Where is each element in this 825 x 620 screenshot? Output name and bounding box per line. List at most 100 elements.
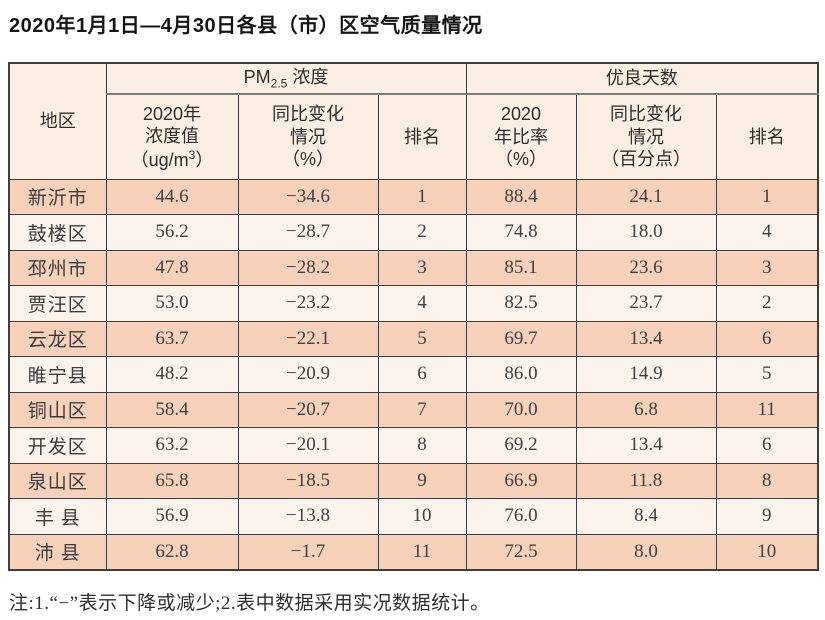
header-pm-value: 2020年 浓度值 （ug/m3） [105, 93, 239, 180]
days-rank-cell: 1 [715, 178, 819, 215]
pm-rank-cell: 8 [377, 427, 467, 464]
ratio-change-cell: 8.4 [575, 498, 717, 535]
pm-change-cell: −20.9 [237, 356, 379, 393]
days-rank-cell: 4 [715, 214, 819, 251]
header-region: 地区 [8, 62, 107, 180]
header-group-row: 地区 PM2.5 浓度 优良天数 [8, 62, 819, 180]
days-rank-cell: 3 [715, 249, 819, 286]
region-cell: 丰 县 [8, 498, 107, 535]
ratio-change-cell: 14.9 [575, 356, 717, 393]
pm-label: PM [243, 66, 271, 87]
ratio-change-cell: 23.6 [575, 249, 717, 286]
pm-rank-cell: 3 [377, 249, 467, 286]
pm-rank-cell: 4 [377, 285, 467, 322]
ratio-cell: 88.4 [465, 178, 577, 215]
pm-subscript: 2.5 [270, 76, 288, 91]
ratio-change-cell: 18.0 [575, 214, 717, 251]
header-ratio-change-line2: 情况 [628, 126, 665, 147]
pm-rank-cell: 1 [377, 178, 467, 215]
header-pm-change: 同比变化 情况 （%） [237, 93, 379, 180]
days-rank-cell: 11 [715, 391, 819, 428]
region-cell: 贾汪区 [8, 285, 107, 322]
pm-value-cell: 63.2 [105, 427, 239, 464]
region-cell: 泉山区 [8, 462, 107, 499]
pm-value-cell: 47.8 [105, 249, 239, 286]
ratio-change-cell: 13.4 [575, 320, 717, 357]
header-pm-change-line3: （%） [281, 149, 334, 169]
header-ratio-change-line3: （百分点） [601, 149, 692, 169]
header-days-rank: 排名 [715, 93, 819, 180]
ratio-cell: 82.5 [465, 285, 577, 322]
pm-rank-cell: 6 [377, 356, 467, 393]
header-pm-value-unit: （ug/m [130, 149, 189, 170]
header-ratio-line3: （%） [495, 149, 548, 169]
table-row: 丰 县 56.9 −13.8 10 76.0 8.4 9 [8, 498, 819, 535]
days-rank-cell: 2 [715, 285, 819, 322]
header-ratio: 2020 年比率 （%） [465, 93, 577, 180]
pm-rank-cell: 5 [377, 320, 467, 357]
table-row: 开发区 63.2 −20.1 8 69.2 13.4 6 [8, 427, 819, 464]
pm-change-cell: −20.1 [237, 427, 379, 464]
table-row: 云龙区 63.7 −22.1 5 69.7 13.4 6 [8, 320, 819, 357]
ratio-cell: 76.0 [465, 498, 577, 535]
days-rank-cell: 9 [715, 498, 819, 535]
header-pm-group: PM2.5 浓度 [105, 62, 467, 95]
pm-change-cell: −28.7 [237, 214, 379, 251]
days-rank-cell: 8 [715, 462, 819, 499]
pm-change-cell: −23.2 [237, 285, 379, 322]
region-cell: 铜山区 [8, 391, 107, 428]
pm-rank-cell: 9 [377, 462, 467, 499]
header-pm-change-line1: 同比变化 [272, 104, 344, 124]
pm-change-cell: −34.6 [237, 178, 379, 215]
table-row: 新沂市 44.6 −34.6 1 88.4 24.1 1 [8, 178, 819, 215]
ratio-change-cell: 13.4 [575, 427, 717, 464]
region-cell: 新沂市 [8, 178, 107, 215]
pm-value-cell: 62.8 [105, 533, 239, 570]
ratio-change-cell: 11.8 [575, 462, 717, 499]
pm-rank-cell: 2 [377, 214, 467, 251]
ratio-cell: 69.2 [465, 427, 577, 464]
pm-value-cell: 48.2 [105, 356, 239, 393]
table-row: 贾汪区 53.0 −23.2 4 82.5 23.7 2 [8, 285, 819, 322]
table-row: 睢宁县 48.2 −20.9 6 86.0 14.9 5 [8, 356, 819, 393]
table-row: 沛 县 62.8 −1.7 11 72.5 8.0 10 [8, 533, 819, 570]
pm-rank-cell: 10 [377, 498, 467, 535]
ratio-change-cell: 6.8 [575, 391, 717, 428]
days-rank-cell: 10 [715, 533, 819, 570]
table-row: 邳州市 47.8 −28.2 3 85.1 23.6 3 [8, 249, 819, 286]
pm-rank-cell: 7 [377, 391, 467, 428]
region-cell: 开发区 [8, 427, 107, 464]
region-cell: 睢宁县 [8, 356, 107, 393]
pm-change-cell: −1.7 [237, 533, 379, 570]
header-ratio-line2: 年比率 [494, 126, 549, 147]
pm-change-cell: −22.1 [237, 320, 379, 357]
region-cell: 云龙区 [8, 320, 107, 357]
pm-value-cell: 56.2 [105, 214, 239, 251]
pm-change-cell: −28.2 [237, 249, 379, 286]
footnote: 注:1.“−”表示下降或减少;2.表中数据采用实况数据统计。 [9, 593, 490, 614]
pm-value-cell: 44.6 [105, 178, 239, 215]
pm-rank-cell: 11 [377, 533, 467, 570]
header-pm-value-unit-close: ） [195, 149, 214, 170]
ratio-cell: 74.8 [465, 214, 577, 251]
ratio-cell: 85.1 [465, 249, 577, 286]
table-body: 新沂市 44.6 −34.6 1 88.4 24.1 1 鼓楼区 56.2 −2… [8, 178, 819, 570]
days-rank-cell: 6 [715, 427, 819, 464]
pm-value-cell: 58.4 [105, 391, 239, 428]
days-rank-cell: 6 [715, 320, 819, 357]
table-header: 地区 PM2.5 浓度 优良天数 2020年 浓度值 （ug/m3） 同比变化 … [8, 62, 819, 180]
ratio-change-cell: 24.1 [575, 178, 717, 215]
header-sub-row: 2020年 浓度值 （ug/m3） 同比变化 情况 （%） 排名 2020 年比… [9, 93, 819, 180]
pm-value-cell: 53.0 [105, 285, 239, 322]
table-row: 铜山区 58.4 −20.7 7 70.0 6.8 11 [8, 391, 819, 428]
pm-change-cell: −13.8 [237, 498, 379, 535]
ratio-cell: 86.0 [465, 356, 577, 393]
header-ratio-change: 同比变化 情况 （百分点） [575, 93, 717, 180]
header-ratio-line1: 2020 [501, 104, 542, 124]
pm-value-cell: 63.7 [105, 320, 239, 357]
table-row: 鼓楼区 56.2 −28.7 2 74.8 18.0 4 [8, 214, 819, 251]
pm-value-cell: 56.9 [105, 498, 239, 535]
ratio-cell: 69.7 [465, 320, 577, 357]
pm-change-cell: −20.7 [237, 391, 379, 428]
